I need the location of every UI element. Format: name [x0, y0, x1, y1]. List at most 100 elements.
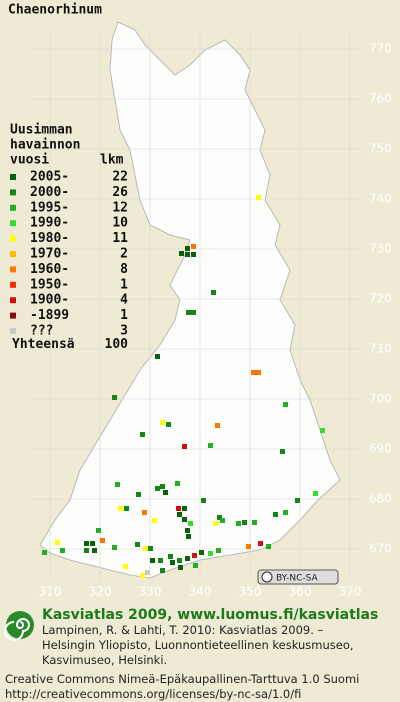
east-label: 330 [139, 585, 162, 599]
legend-label: 1960- [30, 262, 69, 277]
legend-label: 1980- [30, 231, 69, 246]
record-dot [273, 512, 278, 517]
legend-swatch [10, 220, 16, 227]
record-dot [135, 542, 140, 547]
record-dot [191, 244, 196, 249]
record-dot [182, 444, 187, 449]
record-dot [216, 548, 221, 553]
legend-count: 1 [120, 308, 128, 323]
legend-count: 8 [120, 262, 128, 277]
record-dot [150, 558, 155, 563]
legend-swatch [10, 235, 16, 242]
record-dot [160, 484, 165, 489]
record-dot [185, 556, 190, 561]
record-dot [256, 195, 261, 200]
record-dot [170, 560, 175, 565]
east-label: 370 [339, 585, 362, 599]
record-dot [185, 246, 190, 251]
record-dot [175, 481, 180, 486]
legend-count: 22 [112, 170, 128, 185]
legend-count: 11 [112, 231, 128, 246]
record-dot [186, 534, 191, 539]
record-dot [186, 310, 191, 315]
record-dot [251, 370, 256, 375]
legend-count: 4 [120, 293, 128, 308]
legend-count: 3 [120, 324, 128, 339]
record-dot [155, 354, 160, 359]
record-dot [55, 540, 60, 545]
license-badge: BY-NC-SA [276, 574, 319, 584]
north-label: 670 [369, 542, 392, 556]
record-dot [191, 310, 196, 315]
record-dot [90, 541, 95, 546]
legend-total: 100 [105, 337, 129, 352]
legend-swatch [10, 266, 16, 273]
legend-heading: vuosi [10, 153, 49, 168]
record-dot [92, 548, 97, 553]
legend-swatch [10, 281, 16, 288]
legend-count: 26 [112, 185, 128, 200]
record-dot [182, 506, 187, 511]
record-dot [280, 449, 285, 454]
east-label: 310 [39, 585, 62, 599]
north-label: 730 [369, 242, 392, 256]
site-link[interactable]: Kasviatlas 2009, www.luomus.fi/kasviatla… [42, 607, 378, 623]
record-dot [320, 428, 325, 433]
record-dot [124, 506, 129, 511]
record-dot [182, 517, 187, 522]
legend-label: 1950- [30, 277, 69, 292]
legend-count: 2 [120, 247, 128, 262]
north-label: 680 [369, 492, 392, 506]
legend-swatch [10, 312, 16, 319]
record-dot [283, 402, 288, 407]
record-dot [211, 290, 216, 295]
record-dot [252, 520, 257, 525]
legend-label: -1899 [30, 308, 69, 323]
citation-line: Lampinen, R. & Lahti, T. 2010: Kasviatla… [42, 623, 324, 637]
legend-count: 12 [112, 200, 128, 215]
north-label: 720 [369, 292, 392, 306]
north-label: 750 [369, 142, 392, 156]
north-label: 760 [369, 92, 392, 106]
north-label: 700 [369, 392, 392, 406]
record-dot [256, 370, 261, 375]
record-dots [42, 195, 325, 578]
record-dot [160, 420, 165, 425]
legend-label: 1970- [30, 247, 69, 262]
east-label: 320 [89, 585, 112, 599]
legend-swatch [10, 251, 16, 257]
record-dot [145, 570, 150, 575]
legend-label: ??? [30, 324, 53, 339]
legend-total-label: Yhteensä [12, 337, 75, 352]
north-label: 710 [369, 342, 392, 356]
record-dot [84, 548, 89, 553]
license-text: Creative Commons Nimeä-Epäkaupallinen-Ta… [5, 672, 359, 686]
record-dot [60, 548, 65, 553]
record-dot [168, 554, 173, 559]
record-dot [199, 550, 204, 555]
legend-label: 1995- [30, 200, 69, 215]
record-dot [143, 546, 148, 551]
record-dot [266, 544, 271, 549]
citation-line: Helsingin Yliopisto, Luonnontieteellinen… [42, 638, 354, 652]
legend-label: 1990- [30, 216, 69, 231]
legend-count-heading: lkm [100, 153, 124, 168]
record-dot [295, 498, 300, 503]
license-url[interactable]: http://creativecommons.org/licenses/by-n… [5, 687, 301, 701]
record-dot [100, 538, 105, 543]
record-dot [136, 492, 141, 497]
record-dot [258, 541, 263, 546]
record-dot [213, 521, 218, 526]
north-label: 770 [369, 42, 392, 56]
legend-label: 1900- [30, 293, 69, 308]
legend-label: 2005- [30, 170, 69, 185]
record-dot [179, 251, 184, 256]
legend-count: 1 [120, 277, 128, 292]
legend-label: 2000- [30, 185, 69, 200]
record-dot [192, 553, 197, 558]
map-title: Chaenorhinum [8, 3, 102, 18]
east-label: 360 [289, 585, 312, 599]
record-dot [140, 432, 145, 437]
record-dot [283, 510, 288, 515]
